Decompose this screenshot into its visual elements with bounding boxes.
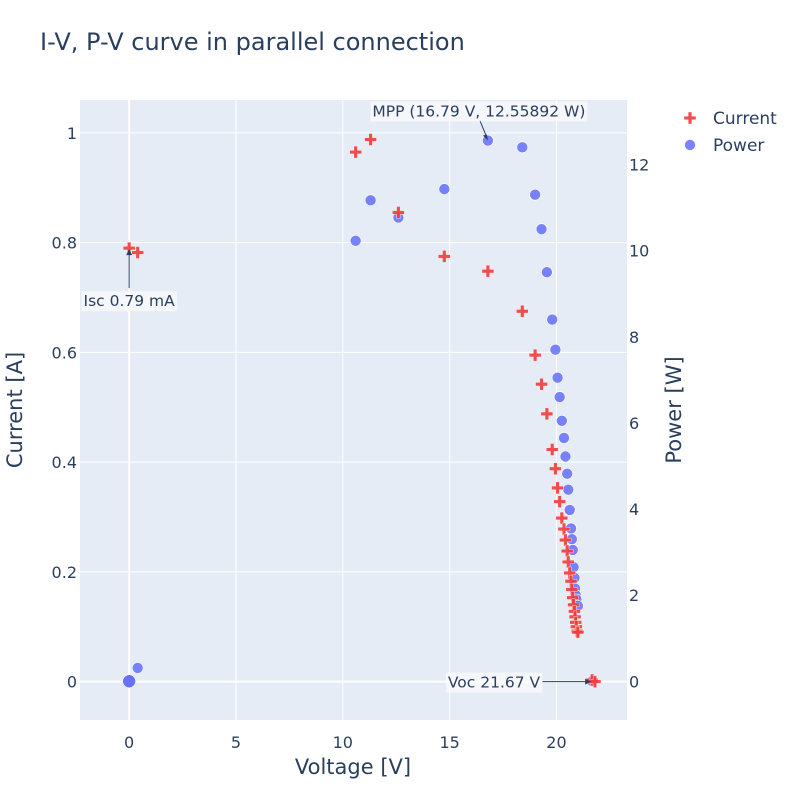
power-point bbox=[131, 662, 144, 674]
mpp-annotation: MPP (16.79 V, 12.55892 W) bbox=[372, 103, 585, 121]
current-point bbox=[349, 145, 362, 159]
power-point bbox=[541, 266, 553, 279]
y-tick-label: 0.8 bbox=[52, 234, 77, 253]
x-tick-label: 5 bbox=[231, 733, 241, 752]
current-point bbox=[528, 348, 542, 362]
current-point bbox=[571, 626, 585, 639]
power-point bbox=[563, 504, 576, 516]
current-point bbox=[549, 462, 562, 475]
power-point bbox=[349, 234, 362, 247]
y-tick-label: 0.2 bbox=[52, 563, 77, 582]
current-point bbox=[551, 481, 564, 495]
current-point bbox=[553, 495, 566, 508]
current-point bbox=[555, 511, 569, 525]
power-point bbox=[546, 313, 559, 326]
mpp-annotation-bg bbox=[370, 101, 588, 122]
y2-tick-label: 0 bbox=[629, 672, 639, 691]
power-point bbox=[516, 141, 529, 154]
power-point bbox=[549, 343, 562, 356]
voc-annotation-bg bbox=[445, 672, 543, 693]
y-tick-label: 0.6 bbox=[52, 343, 77, 362]
legend-current-marker bbox=[683, 111, 697, 125]
current-point bbox=[559, 533, 572, 547]
legend-current-label: Current bbox=[713, 109, 777, 129]
y-tick-label: 1 bbox=[67, 124, 77, 143]
voc-annotation: Voc 21.67 V bbox=[448, 674, 541, 692]
y2-tick-label: 2 bbox=[629, 586, 639, 605]
current-point bbox=[563, 566, 576, 580]
x-tick-label: 15 bbox=[439, 733, 459, 752]
legend[interactable]: Current Power bbox=[683, 109, 777, 156]
current-point bbox=[392, 206, 405, 219]
chart-title: I-V, P-V curve in parallel connection bbox=[40, 28, 465, 56]
power-point bbox=[561, 467, 573, 480]
current-point bbox=[557, 522, 571, 536]
current-point bbox=[540, 407, 554, 421]
current-point bbox=[588, 675, 602, 688]
y2-tick-label: 4 bbox=[629, 500, 639, 519]
annotations: MPP (16.79 V, 12.55892 W) Isc 0.79 mA Voc … bbox=[81, 101, 592, 693]
current-point bbox=[122, 241, 136, 255]
current-point bbox=[364, 133, 377, 146]
y2-tick-label: 12 bbox=[629, 156, 649, 175]
data-marks bbox=[122, 133, 602, 689]
voc-arrowhead bbox=[585, 678, 592, 685]
x-tick-label: 0 bbox=[124, 733, 134, 752]
y2-axis-title: Power [W] bbox=[662, 356, 686, 463]
current-point bbox=[566, 591, 579, 604]
y2-tick-label: 8 bbox=[629, 328, 639, 347]
x-tick-label: 10 bbox=[333, 733, 353, 752]
plot-area bbox=[80, 100, 627, 720]
mpp-arrow bbox=[479, 120, 488, 138]
mpp-arrowhead bbox=[482, 134, 488, 141]
x-axis-title: Voltage [V] bbox=[295, 755, 411, 779]
y-tick-label: 0.4 bbox=[52, 453, 77, 472]
power-point bbox=[122, 674, 136, 689]
current-point bbox=[560, 544, 574, 558]
current-point bbox=[481, 264, 495, 278]
y2-tick-label: 10 bbox=[629, 242, 649, 261]
isc-annotation-bg bbox=[81, 291, 178, 312]
power-point bbox=[553, 391, 566, 403]
current-point bbox=[535, 378, 548, 391]
legend-power-label: Power bbox=[713, 136, 764, 156]
isc-arrowhead bbox=[126, 249, 133, 256]
isc-annotation: Isc 0.79 mA bbox=[84, 292, 176, 310]
current-point bbox=[131, 246, 144, 259]
power-point bbox=[438, 183, 451, 195]
power-point bbox=[556, 414, 568, 427]
power-point bbox=[535, 223, 548, 235]
current-point bbox=[546, 443, 559, 456]
power-point bbox=[551, 371, 564, 384]
y2-tick-label: 6 bbox=[629, 414, 639, 433]
power-point bbox=[529, 188, 541, 201]
power-point bbox=[558, 432, 570, 444]
power-point bbox=[562, 483, 575, 496]
x-tick-label: 20 bbox=[546, 733, 566, 752]
current-point bbox=[562, 555, 575, 569]
legend-power-marker bbox=[684, 139, 696, 151]
current-point bbox=[438, 250, 451, 263]
current-point bbox=[564, 574, 578, 588]
y-axis-title: Current [A] bbox=[3, 352, 27, 468]
y-tick-label: 0 bbox=[67, 673, 77, 692]
current-point bbox=[516, 305, 529, 318]
power-point bbox=[559, 450, 572, 463]
power-point bbox=[364, 194, 377, 207]
current-point bbox=[567, 598, 580, 611]
current-point bbox=[565, 583, 579, 596]
